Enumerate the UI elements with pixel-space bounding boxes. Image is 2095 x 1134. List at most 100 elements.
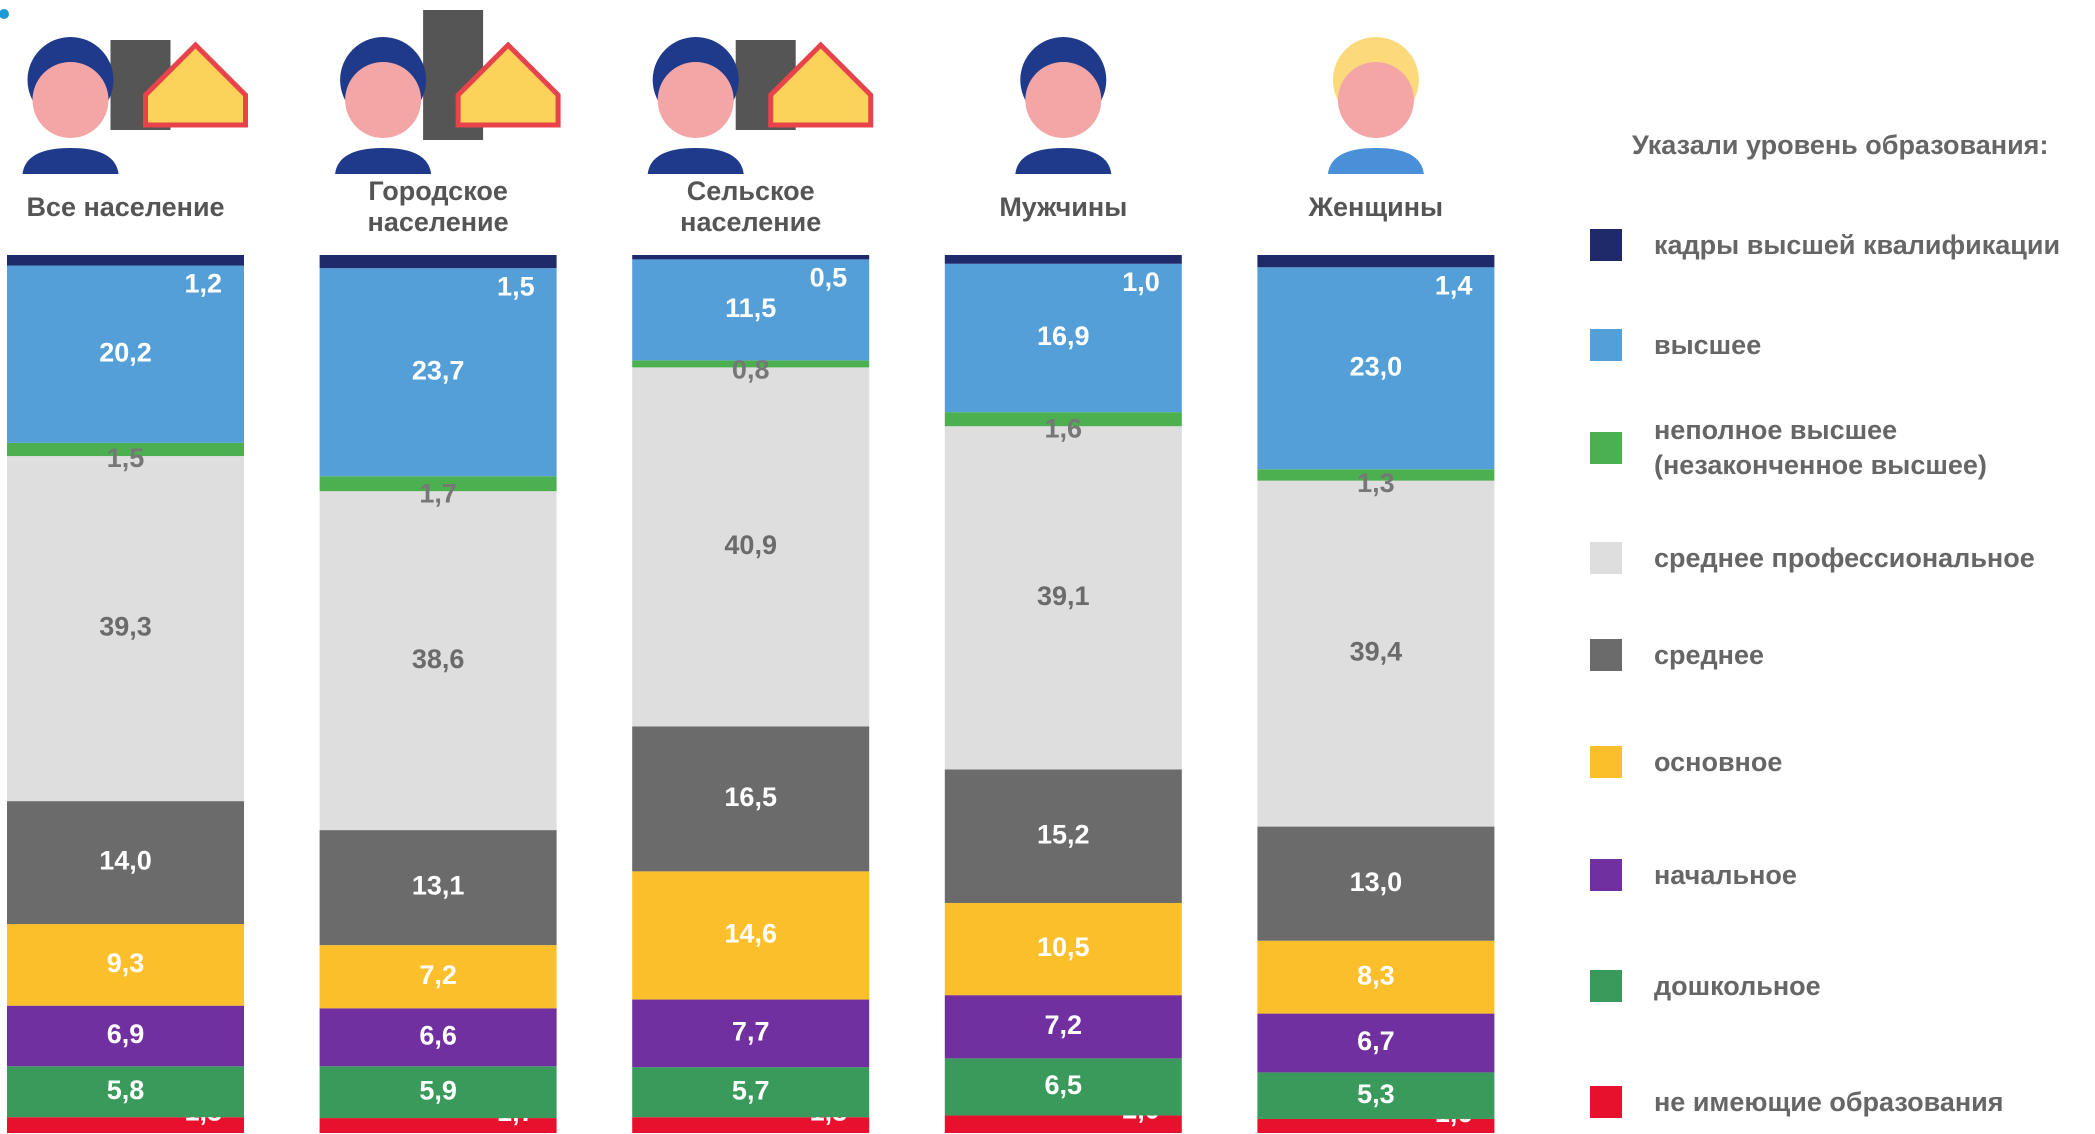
bar-segment <box>7 1005 244 1067</box>
legend-item: среднее <box>1590 625 2090 685</box>
value-label: 5,8 <box>107 1075 145 1105</box>
bar-segment <box>1257 940 1495 1014</box>
dot <box>0 9 9 19</box>
bar-segment <box>7 265 244 443</box>
value-label: 6,6 <box>419 1020 457 1050</box>
bar-segment <box>944 426 1182 770</box>
bar-segment <box>1257 1118 1495 1133</box>
house <box>143 41 248 128</box>
bar-segment <box>1257 255 1495 268</box>
value-label: 14,6 <box>724 919 777 949</box>
value-label: 1,3 <box>1357 468 1395 498</box>
legend-label: основное <box>1654 746 1783 777</box>
value-label: 5,9 <box>419 1075 457 1105</box>
value-label: 6,7 <box>1357 1026 1395 1056</box>
face <box>1337 62 1414 138</box>
face <box>1025 62 1102 138</box>
legend-item: среднее профессиональное <box>1590 528 2090 588</box>
legend-swatch <box>1590 639 1622 671</box>
category-label: Городское население <box>367 176 509 237</box>
bar-segment <box>1257 469 1495 481</box>
bar-segment <box>7 801 244 925</box>
face <box>345 62 422 138</box>
bar-segment <box>319 1066 557 1119</box>
legend-label: высшее <box>1654 329 1762 360</box>
bar-segment <box>7 442 244 457</box>
category-label: Сельское население <box>680 176 822 237</box>
bar-segment <box>7 1117 244 1133</box>
bar-segment <box>319 1008 557 1067</box>
legend-swatch <box>1590 746 1622 778</box>
bar-segment <box>7 1066 244 1118</box>
legend-swatch <box>1590 329 1622 361</box>
legend-label: кадры высшей квалификации <box>1654 229 2061 260</box>
body <box>647 148 744 174</box>
face <box>657 62 734 138</box>
bar-segment <box>944 1115 1182 1133</box>
value-label: 9,3 <box>107 948 145 978</box>
value-label: 38,6 <box>412 644 465 674</box>
legend-swatch <box>1590 970 1622 1002</box>
bar-segment <box>944 255 1182 264</box>
bar-segment <box>319 255 557 269</box>
bar-segment <box>319 476 557 492</box>
house <box>455 41 561 128</box>
bar-segment <box>944 1058 1182 1116</box>
bar-segment <box>944 263 1182 413</box>
bar-segment <box>319 268 557 477</box>
value-label: 1,6 <box>1045 413 1083 443</box>
value-label: 16,9 <box>1037 321 1090 351</box>
bar-segment <box>1257 267 1495 470</box>
value-label: 7,2 <box>1045 1010 1083 1040</box>
legend-swatch <box>1590 432 1622 464</box>
bar-segment <box>632 871 870 1000</box>
value-label: 1,0 <box>1122 267 1160 297</box>
legend-label: дошкольное <box>1654 970 1821 1001</box>
value-label: 23,7 <box>412 355 465 385</box>
value-label: 7,2 <box>419 960 457 990</box>
legend-swatch <box>1590 229 1622 261</box>
bar-segment <box>632 999 870 1068</box>
bar-segment <box>632 1117 870 1133</box>
legend-title: Указали уровень образования: <box>1632 130 2049 160</box>
bar-segment <box>632 367 870 727</box>
value-label: 1,5 <box>497 271 535 301</box>
value-label: 6,5 <box>1045 1070 1083 1100</box>
body <box>1327 148 1424 174</box>
house <box>768 41 874 128</box>
body <box>335 148 432 174</box>
bar-segment <box>632 255 870 260</box>
bar-segment <box>319 491 557 831</box>
value-label: 13,0 <box>1350 867 1403 897</box>
legend-swatch <box>1590 542 1622 574</box>
value-label: 5,3 <box>1357 1079 1395 1109</box>
icons <box>22 10 1424 174</box>
legend-item: высшее <box>1590 315 2090 375</box>
value-label: 20,2 <box>99 337 152 367</box>
legend-item: основное <box>1590 732 2090 792</box>
bar-segment <box>1257 1013 1495 1073</box>
bar-segment <box>319 830 557 946</box>
category-label: Все население <box>26 191 225 222</box>
value-label: 7,7 <box>732 1016 770 1046</box>
bar-segment <box>632 259 870 361</box>
value-label: 10,5 <box>1037 932 1090 962</box>
legend-item: кадры высшей квалификации <box>1590 215 2090 275</box>
legend-label: не имеющие образования <box>1654 1086 2004 1117</box>
legend-swatch <box>1590 1086 1622 1118</box>
value-label: 6,9 <box>107 1019 145 1049</box>
bar-segment <box>944 995 1182 1059</box>
value-label: 23,0 <box>1350 351 1403 381</box>
value-label: 39,1 <box>1037 581 1090 611</box>
legend-label: среднее профессиональное <box>1654 542 2035 573</box>
legend-item: не имеющие образования <box>1590 1072 2090 1132</box>
value-label: 5,7 <box>732 1075 770 1105</box>
bar-segment <box>944 412 1182 427</box>
legend-item: дошкольное <box>1590 956 2090 1016</box>
bar-segment <box>1257 1072 1495 1119</box>
body <box>1015 148 1112 174</box>
value-label: 11,5 <box>725 293 776 323</box>
value-label: 15,2 <box>1037 819 1090 849</box>
